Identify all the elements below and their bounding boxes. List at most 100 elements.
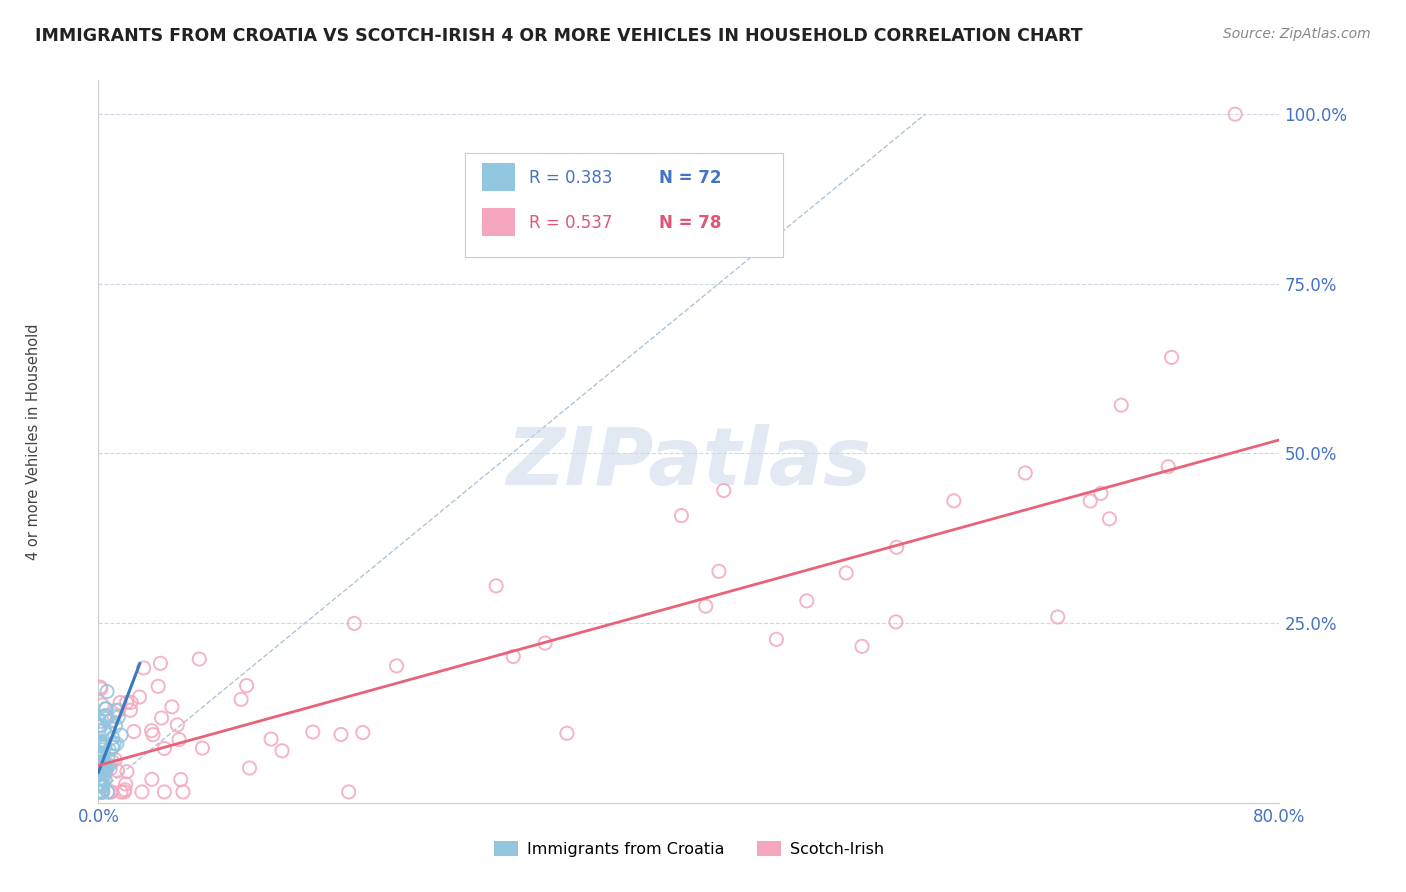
Point bbox=[87, 723, 110, 738]
Point bbox=[91, 738, 114, 752]
Point bbox=[110, 785, 132, 799]
Point bbox=[502, 649, 524, 664]
Bar bbox=[482, 163, 516, 191]
Text: Source: ZipAtlas.com: Source: ZipAtlas.com bbox=[1223, 27, 1371, 41]
Point bbox=[91, 763, 114, 777]
Point bbox=[104, 753, 127, 767]
Point bbox=[94, 764, 117, 778]
Point bbox=[114, 782, 136, 797]
Point bbox=[90, 756, 112, 770]
Point bbox=[93, 763, 115, 777]
Point bbox=[90, 758, 112, 772]
Point bbox=[89, 714, 111, 729]
Point bbox=[132, 661, 155, 675]
Point bbox=[97, 725, 120, 739]
Point bbox=[101, 731, 124, 745]
Point bbox=[112, 785, 135, 799]
Point bbox=[87, 746, 110, 760]
Point bbox=[148, 679, 170, 693]
Point bbox=[352, 725, 374, 739]
Legend: Immigrants from Croatia, Scotch-Irish: Immigrants from Croatia, Scotch-Irish bbox=[488, 835, 890, 863]
Point bbox=[1157, 459, 1180, 474]
Text: N = 72: N = 72 bbox=[659, 169, 721, 186]
Point bbox=[114, 777, 136, 791]
Point bbox=[91, 779, 114, 793]
Point bbox=[103, 737, 125, 751]
Point bbox=[942, 493, 965, 508]
Text: 4 or more Vehicles in Household: 4 or more Vehicles in Household bbox=[25, 323, 41, 560]
Point bbox=[100, 785, 122, 799]
Point bbox=[122, 724, 145, 739]
Point bbox=[87, 758, 110, 772]
Point bbox=[153, 785, 176, 799]
Point bbox=[91, 772, 114, 786]
Point bbox=[89, 749, 111, 764]
Point bbox=[89, 768, 111, 782]
Point bbox=[107, 764, 129, 778]
Point bbox=[90, 776, 112, 790]
Point bbox=[695, 599, 717, 614]
Point bbox=[238, 761, 260, 775]
Point bbox=[90, 747, 112, 762]
Point bbox=[89, 718, 111, 732]
Point bbox=[160, 699, 183, 714]
Point bbox=[260, 732, 283, 747]
Point bbox=[93, 734, 115, 748]
Point bbox=[1090, 486, 1112, 500]
Text: IMMIGRANTS FROM CROATIA VS SCOTCH-IRISH 4 OR MORE VEHICLES IN HOUSEHOLD CORRELAT: IMMIGRANTS FROM CROATIA VS SCOTCH-IRISH … bbox=[35, 27, 1083, 45]
Point bbox=[93, 739, 115, 754]
Point bbox=[96, 785, 118, 799]
Point bbox=[100, 785, 122, 799]
Point bbox=[1046, 610, 1069, 624]
Point bbox=[90, 755, 112, 769]
Point bbox=[101, 754, 124, 768]
Point bbox=[101, 739, 124, 754]
Point bbox=[851, 640, 873, 654]
Point bbox=[485, 579, 508, 593]
Point bbox=[128, 690, 150, 704]
Point bbox=[90, 785, 112, 799]
Point bbox=[796, 594, 818, 608]
Point bbox=[170, 772, 193, 787]
Point bbox=[166, 718, 188, 732]
Point bbox=[1014, 466, 1036, 480]
Text: N = 78: N = 78 bbox=[659, 213, 721, 232]
Point bbox=[89, 746, 111, 760]
Point bbox=[107, 710, 129, 724]
Point bbox=[713, 483, 735, 498]
Point bbox=[89, 680, 111, 694]
Point bbox=[91, 757, 114, 772]
Point bbox=[94, 702, 117, 716]
Point bbox=[886, 541, 908, 555]
Point bbox=[96, 684, 118, 698]
Point bbox=[330, 727, 353, 741]
Point bbox=[108, 696, 131, 710]
Point bbox=[91, 785, 114, 799]
Point bbox=[167, 732, 190, 747]
Point bbox=[87, 785, 110, 799]
Point bbox=[93, 755, 115, 769]
Point bbox=[97, 751, 120, 765]
Point bbox=[94, 702, 117, 716]
Point bbox=[1225, 107, 1247, 121]
Point bbox=[87, 762, 110, 776]
Point bbox=[89, 778, 111, 792]
Point bbox=[188, 652, 211, 666]
Point bbox=[90, 764, 112, 779]
Point bbox=[87, 772, 110, 787]
Point bbox=[671, 508, 693, 523]
Point bbox=[235, 679, 257, 693]
Point bbox=[141, 772, 163, 787]
Point bbox=[91, 736, 114, 750]
Point bbox=[765, 632, 787, 647]
Point bbox=[91, 785, 114, 799]
Point bbox=[104, 719, 127, 733]
Point bbox=[96, 759, 118, 773]
Point bbox=[172, 785, 194, 799]
Point bbox=[91, 739, 114, 754]
Point bbox=[90, 735, 112, 749]
Point bbox=[835, 566, 858, 580]
Point bbox=[90, 718, 112, 732]
Point bbox=[94, 709, 117, 723]
Point bbox=[343, 616, 366, 631]
